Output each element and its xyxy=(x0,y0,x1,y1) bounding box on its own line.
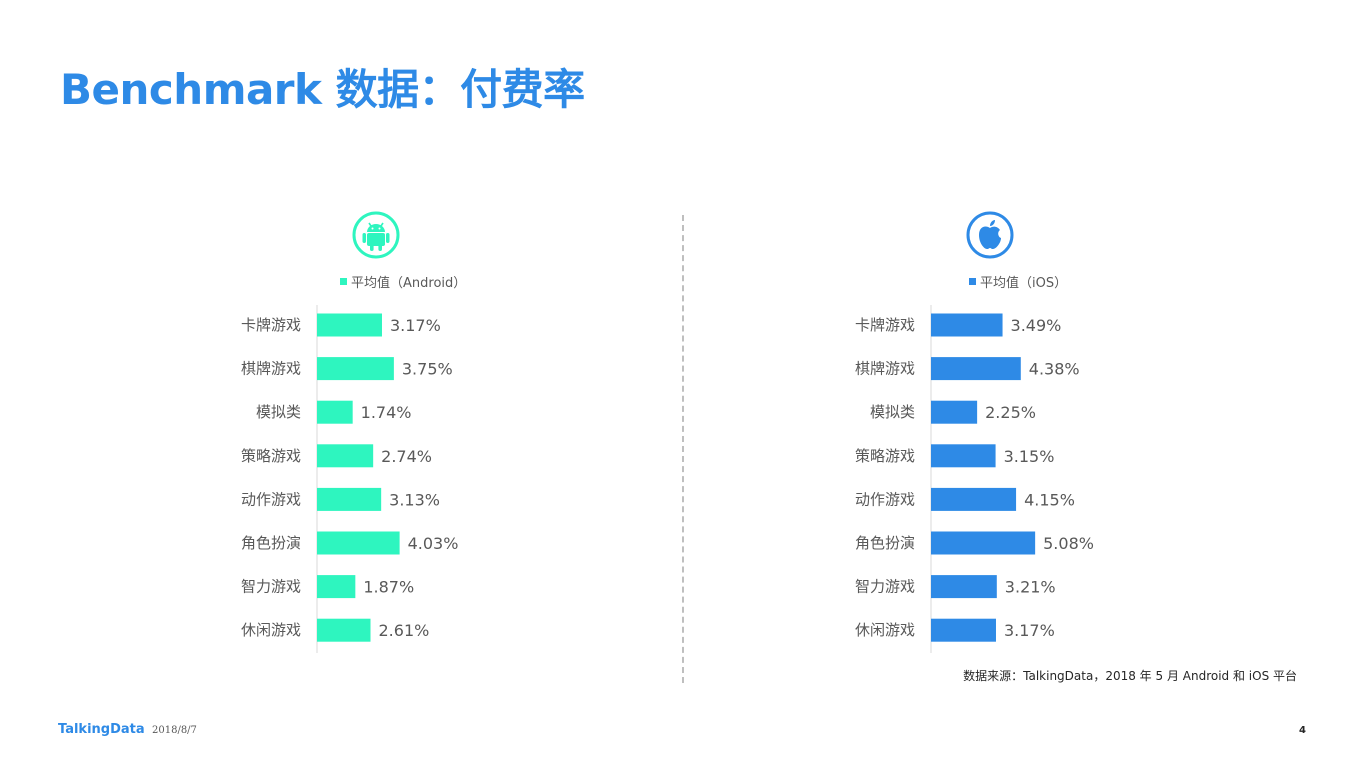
android-category-label: 动作游戏 xyxy=(241,490,301,508)
ios-value-label: 2.25% xyxy=(985,403,1036,422)
ios-legend-label: 平均值（iOS） xyxy=(980,276,1068,291)
android-category-label: 休闲游戏 xyxy=(241,621,301,639)
android-value-label: 3.17% xyxy=(390,316,441,335)
footer-logo: TalkingData xyxy=(58,722,145,737)
android-bar xyxy=(317,400,353,424)
ios-category-label: 动作游戏 xyxy=(855,490,915,508)
android-legend-label: 平均值（Android） xyxy=(351,276,467,291)
footer-date: 2018/8/7 xyxy=(152,725,197,736)
ios-category-label: 角色扮演 xyxy=(855,534,915,552)
ios-category-label: 棋牌游戏 xyxy=(855,360,915,378)
ios-bar xyxy=(931,400,978,424)
ios-legend: 平均值（iOS） xyxy=(969,272,1067,291)
apple-icon xyxy=(966,211,1014,259)
ios-category-label: 休闲游戏 xyxy=(855,621,915,639)
ios-value-label: 3.49% xyxy=(1011,316,1062,335)
android-category-label: 模拟类 xyxy=(256,403,301,421)
android-value-label: 3.75% xyxy=(402,360,453,379)
android-bar xyxy=(317,313,382,337)
data-source-note: 数据来源：TalkingData，2018 年 5 月 Android 和 iO… xyxy=(963,669,1297,683)
ios-bar xyxy=(931,487,1017,511)
android-bar xyxy=(317,618,371,642)
android-icon xyxy=(352,211,400,259)
ios-bar xyxy=(931,444,996,468)
ios-bar xyxy=(931,313,1003,337)
ios-bar xyxy=(931,357,1021,381)
android-bar xyxy=(317,357,394,381)
android-bar xyxy=(317,444,374,468)
ios-category-label: 策略游戏 xyxy=(855,447,915,465)
android-value-label: 3.13% xyxy=(389,490,440,509)
android-category-label: 角色扮演 xyxy=(241,534,301,552)
android-category-label: 卡牌游戏 xyxy=(241,316,301,334)
android-category-label: 棋牌游戏 xyxy=(241,360,301,378)
ios-value-label: 4.38% xyxy=(1029,360,1080,379)
android-category-label: 智力游戏 xyxy=(241,578,301,596)
android-bar xyxy=(317,575,356,599)
android-value-label: 2.74% xyxy=(381,447,432,466)
android-value-label: 1.87% xyxy=(363,578,414,597)
page-number: 4 xyxy=(1299,725,1306,736)
ios-value-label: 3.21% xyxy=(1005,578,1056,597)
android-value-label: 1.74% xyxy=(361,403,412,422)
android-bar xyxy=(317,531,400,555)
android-value-label: 2.61% xyxy=(379,621,430,640)
ios-value-label: 5.08% xyxy=(1043,534,1094,553)
ios-value-label: 4.15% xyxy=(1024,490,1075,509)
ios-value-label: 3.15% xyxy=(1004,447,1055,466)
ios-legend-swatch xyxy=(969,278,976,285)
android-legend-swatch xyxy=(340,278,347,285)
ios-category-label: 智力游戏 xyxy=(855,578,915,596)
android-category-label: 策略游戏 xyxy=(241,447,301,465)
android-legend: 平均值（Android） xyxy=(340,272,466,291)
ios-bar xyxy=(931,618,996,642)
ios-category-label: 卡牌游戏 xyxy=(855,316,915,334)
ios-category-label: 模拟类 xyxy=(870,403,915,421)
ios-value-label: 3.17% xyxy=(1004,621,1055,640)
page-title: Benchmark 数据：付费率 xyxy=(60,65,585,114)
ios-bar xyxy=(931,575,997,599)
android-value-label: 4.03% xyxy=(408,534,459,553)
ios-bar xyxy=(931,531,1036,555)
android-bar xyxy=(317,487,382,511)
panel-divider xyxy=(682,215,684,683)
